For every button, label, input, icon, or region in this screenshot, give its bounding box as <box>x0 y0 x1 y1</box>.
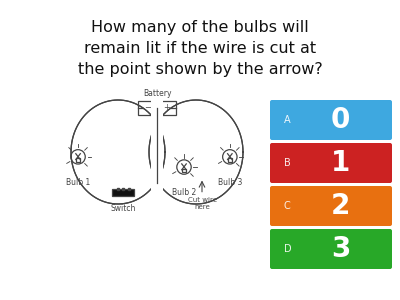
FancyBboxPatch shape <box>270 186 392 226</box>
Text: +: + <box>163 103 170 112</box>
Bar <box>112 188 134 196</box>
Text: −: − <box>144 103 151 112</box>
Bar <box>151 98 163 206</box>
Text: Cut wire
here: Cut wire here <box>188 196 216 210</box>
Text: A: A <box>284 115 291 125</box>
Bar <box>228 158 232 162</box>
Bar <box>182 169 186 172</box>
FancyBboxPatch shape <box>270 143 392 183</box>
FancyBboxPatch shape <box>270 229 392 269</box>
Bar <box>76 158 80 162</box>
Bar <box>151 98 163 206</box>
Text: Battery: Battery <box>143 89 171 98</box>
Bar <box>138 101 176 115</box>
Text: How many of the bulbs will
remain lit if the wire is cut at
the point shown by t: How many of the bulbs will remain lit if… <box>78 20 322 77</box>
Text: C: C <box>284 201 291 211</box>
Text: 3: 3 <box>331 235 350 263</box>
Text: 1: 1 <box>331 149 350 177</box>
Text: Bulb 2: Bulb 2 <box>172 188 196 197</box>
FancyBboxPatch shape <box>270 100 392 140</box>
Text: Switch: Switch <box>110 204 136 213</box>
Text: 2: 2 <box>331 192 350 220</box>
Text: D: D <box>284 244 292 254</box>
Text: Bulb 1: Bulb 1 <box>66 178 90 187</box>
Text: Bulb 3: Bulb 3 <box>218 178 242 187</box>
Text: 0: 0 <box>331 106 350 134</box>
Text: B: B <box>284 158 291 168</box>
